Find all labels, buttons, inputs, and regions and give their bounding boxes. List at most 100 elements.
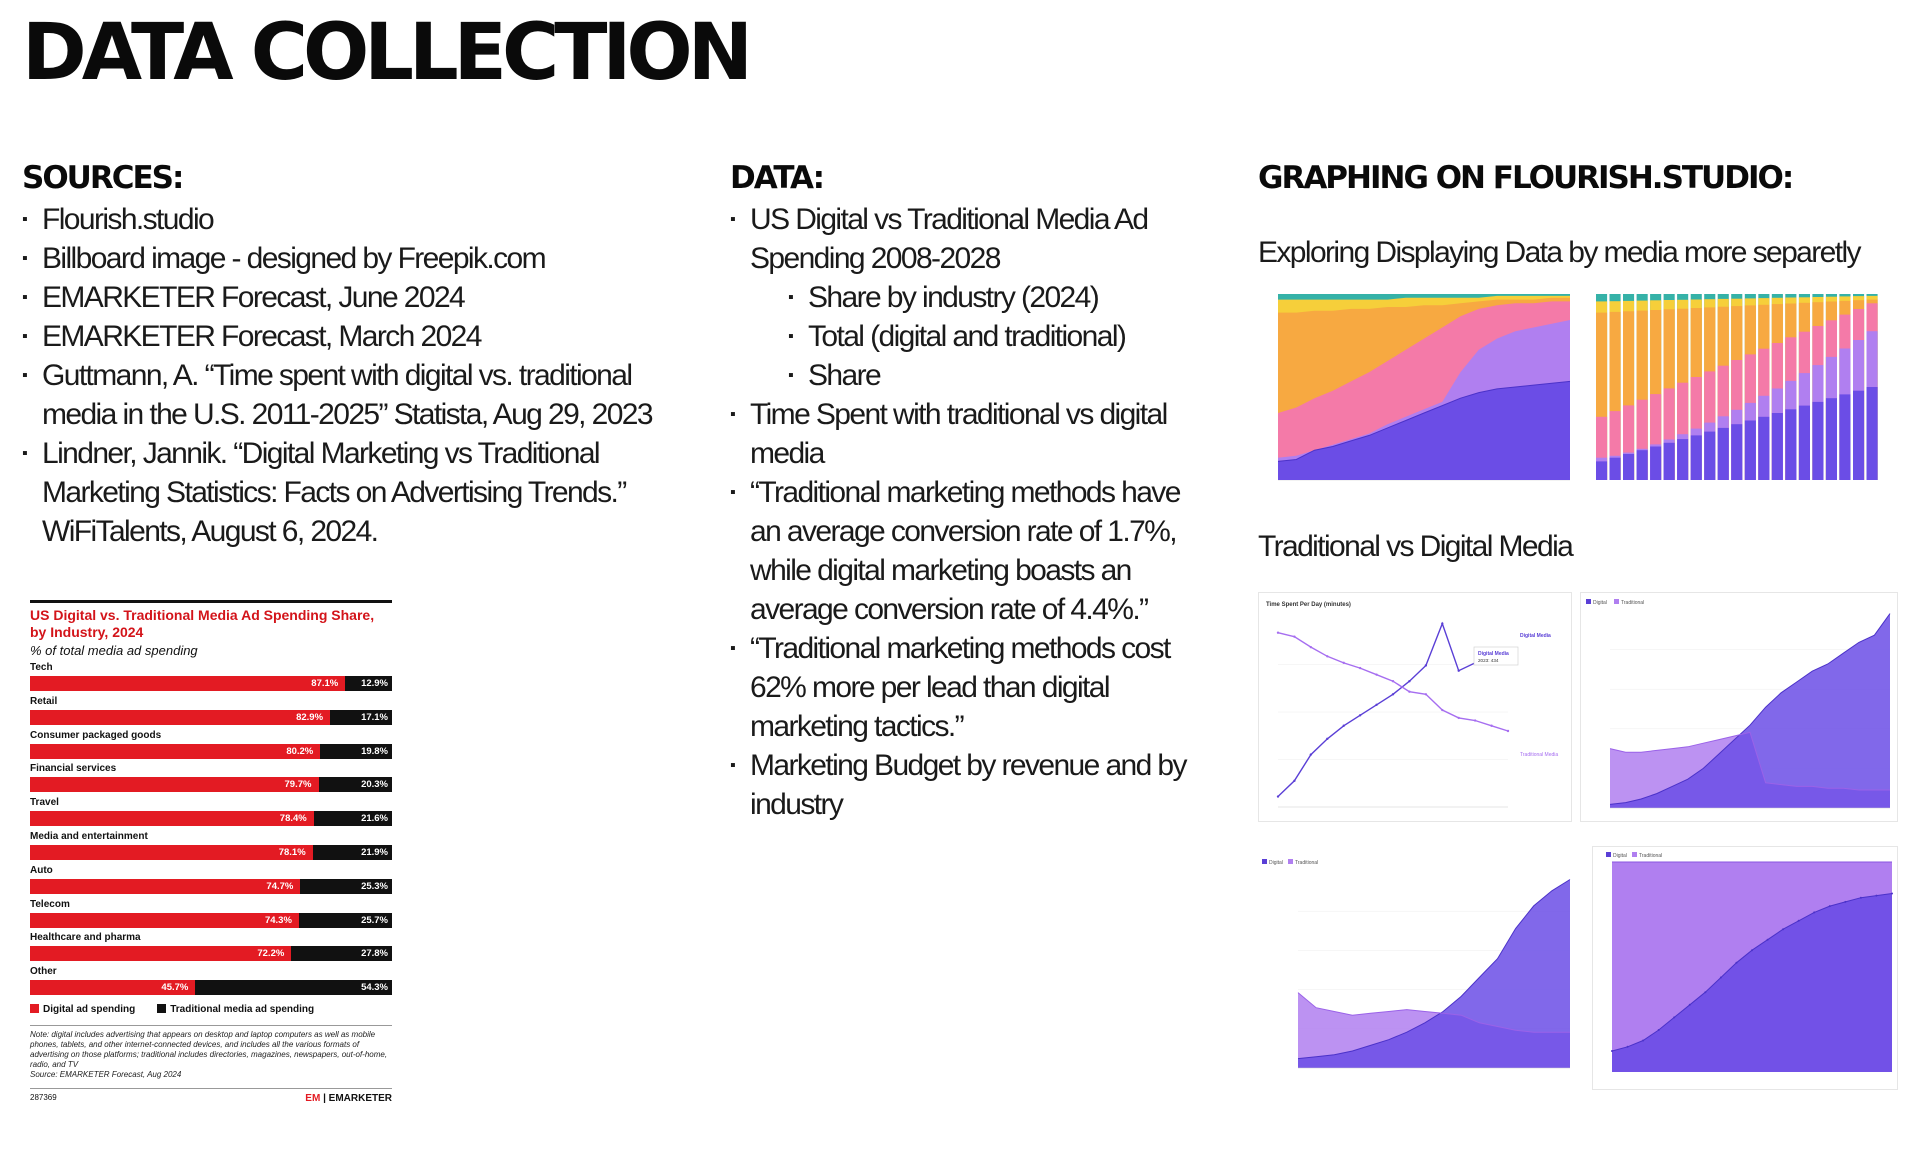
- category-label: Telecom: [30, 898, 70, 910]
- column-segment: [1812, 401, 1824, 480]
- digital-bar: [30, 743, 321, 759]
- emarketer-legend: Digital ad spending Traditional media ad…: [30, 1003, 392, 1015]
- digital-point: [1391, 693, 1395, 696]
- digital-point: [1859, 896, 1862, 899]
- emarketer-chart-title: US Digital vs. Traditional Media Ad Spen…: [30, 607, 375, 640]
- traditional-value-label: 21.9%: [361, 846, 388, 858]
- category-label: Tech: [30, 662, 53, 673]
- digital-bar: [30, 878, 301, 894]
- column-segment: [1690, 435, 1702, 480]
- digital-point: [1688, 1003, 1691, 1006]
- bar-row: Financial services 79.7% 20.3%: [30, 763, 392, 797]
- column-segment: [1609, 457, 1621, 480]
- digital-value-label: 72.2%: [257, 948, 285, 960]
- data-section: DATA: US Digital vs Traditional Media Ad…: [730, 160, 1200, 824]
- traditional-point: [1441, 708, 1444, 712]
- page-title: DATA COLLECTION: [22, 8, 753, 98]
- data-subitem: Share by industry (2024): [788, 278, 1200, 317]
- emarketer-chart-unit: % of total media ad spending: [30, 643, 198, 658]
- digital-point: [1293, 779, 1296, 782]
- bar-row: Other 45.7% 54.3%: [30, 966, 392, 1000]
- data-item: “Traditional marketing methods cost 62% …: [730, 629, 1200, 746]
- digital-line: [1297, 879, 1571, 1060]
- source-item: Guttmann, A. “Time spent with digital vs…: [22, 356, 662, 434]
- column-segment: [1623, 405, 1635, 480]
- digital-point: [1735, 961, 1738, 964]
- traditional-point: [1326, 655, 1329, 658]
- digital-bar: [30, 844, 313, 860]
- source-item: EMARKETER Forecast, June 2024: [22, 278, 662, 317]
- legend-item-digital: Digital ad spending: [30, 1003, 135, 1015]
- traditional-bar: 74.7% 25.3%: [30, 878, 392, 894]
- digital-bar: [30, 811, 314, 827]
- bar-row: Tech 87.1% 12.9%: [30, 662, 392, 696]
- category-label: Travel: [30, 797, 59, 809]
- data-item: Time Spent with traditional vs digital m…: [730, 395, 1200, 473]
- digital-value-label: 87.1%: [311, 678, 339, 689]
- sources-list: Flourish.studioBillboard image - designe…: [22, 200, 662, 551]
- digital-value-label: 80.2%: [286, 745, 314, 757]
- column-segment: [1636, 310, 1648, 480]
- sources-section: SOURCES: Flourish.studioBillboard image …: [22, 160, 662, 551]
- column-segment: [1798, 405, 1810, 480]
- traditional-value-label: 12.9%: [361, 678, 388, 689]
- traditional-point: [1457, 716, 1460, 720]
- traditional-point: [1391, 680, 1395, 683]
- digital-point: [1797, 919, 1800, 922]
- graphing-section: GRAPHING ON FLOURISH.STUDIO:: [1258, 160, 1898, 200]
- digital-bar: [30, 676, 346, 691]
- bar-row: Media and entertainment 78.1% 21.9%: [30, 831, 392, 865]
- traditional-media-line-label: Traditional Media: [1520, 752, 1558, 758]
- source-item: Lindner, Jannik. “Digital Marketing vs T…: [22, 434, 662, 551]
- digital-point: [1891, 892, 1893, 895]
- source-item: EMARKETER Forecast, March 2024: [22, 317, 662, 356]
- digital-point: [1408, 680, 1411, 683]
- digital-point: [1828, 905, 1831, 908]
- time-spent-line-chart-thumbnail: Time Spent Per Day (minutes) Digital Med…: [1258, 592, 1572, 822]
- category-label: Financial services: [30, 763, 117, 775]
- data-subitem: Total (digital and traditional): [788, 317, 1200, 356]
- traditional-point: [1375, 673, 1378, 676]
- digital-area: [1612, 893, 1892, 1072]
- digital-line: [1609, 613, 1891, 805]
- emarketer-logo: EM | EMARKETER: [305, 1092, 392, 1104]
- data-list: US Digital vs Traditional Media Ad Spend…: [730, 200, 1200, 824]
- graphing-heading: GRAPHING ON FLOURISH.STUDIO:: [1258, 160, 1794, 196]
- bar-row: Healthcare and pharma 72.2% 27.8%: [30, 932, 392, 966]
- traditional-point: [1293, 635, 1296, 638]
- legend-digital-2: Digital: [1269, 860, 1283, 866]
- digital-point: [1611, 1050, 1613, 1052]
- column-segment: [1650, 394, 1662, 480]
- share-area-chart: [1277, 294, 1571, 481]
- digital-area: [1610, 613, 1890, 808]
- emarketer-source: Source: EMARKETER Forecast, Aug 2024: [30, 1069, 182, 1079]
- category-label: Media and entertainment: [30, 830, 148, 842]
- digital-point: [1309, 753, 1313, 756]
- column-segment: [1623, 311, 1635, 480]
- digital-point: [1719, 976, 1722, 979]
- data-subitem: Share: [788, 356, 1200, 395]
- digital-value-label: 74.7%: [266, 880, 294, 892]
- digital-point: [1875, 894, 1878, 897]
- column-segment: [1771, 413, 1783, 480]
- category-label: Healthcare and pharma: [30, 932, 141, 944]
- area-layer: [1278, 381, 1570, 480]
- traditional-value-label: 25.3%: [361, 880, 388, 892]
- column-segment: [1690, 377, 1702, 480]
- digital-point: [1673, 1016, 1676, 1019]
- traditional-value-label: 25.7%: [361, 914, 388, 926]
- digital-value-label: 79.7%: [284, 779, 312, 791]
- data-heading: DATA:: [730, 160, 825, 196]
- emarketer-chart: US Digital vs. Traditional Media Ad Spen…: [30, 600, 392, 1107]
- traditional-bar: 45.7% 54.3%: [30, 980, 392, 996]
- time-spent-line-chart: [1276, 621, 1510, 808]
- traditional-point: [1490, 724, 1493, 727]
- digital-value-label: 78.1%: [278, 846, 306, 858]
- digital-point: [1326, 737, 1329, 741]
- column-segment: [1866, 387, 1878, 480]
- column-segment: [1677, 439, 1689, 480]
- traditional-point: [1408, 690, 1411, 693]
- spending-area-chart-2: [1297, 879, 1571, 1069]
- category-label: Consumer packaged goods: [30, 729, 162, 741]
- column-segment: [1717, 427, 1729, 480]
